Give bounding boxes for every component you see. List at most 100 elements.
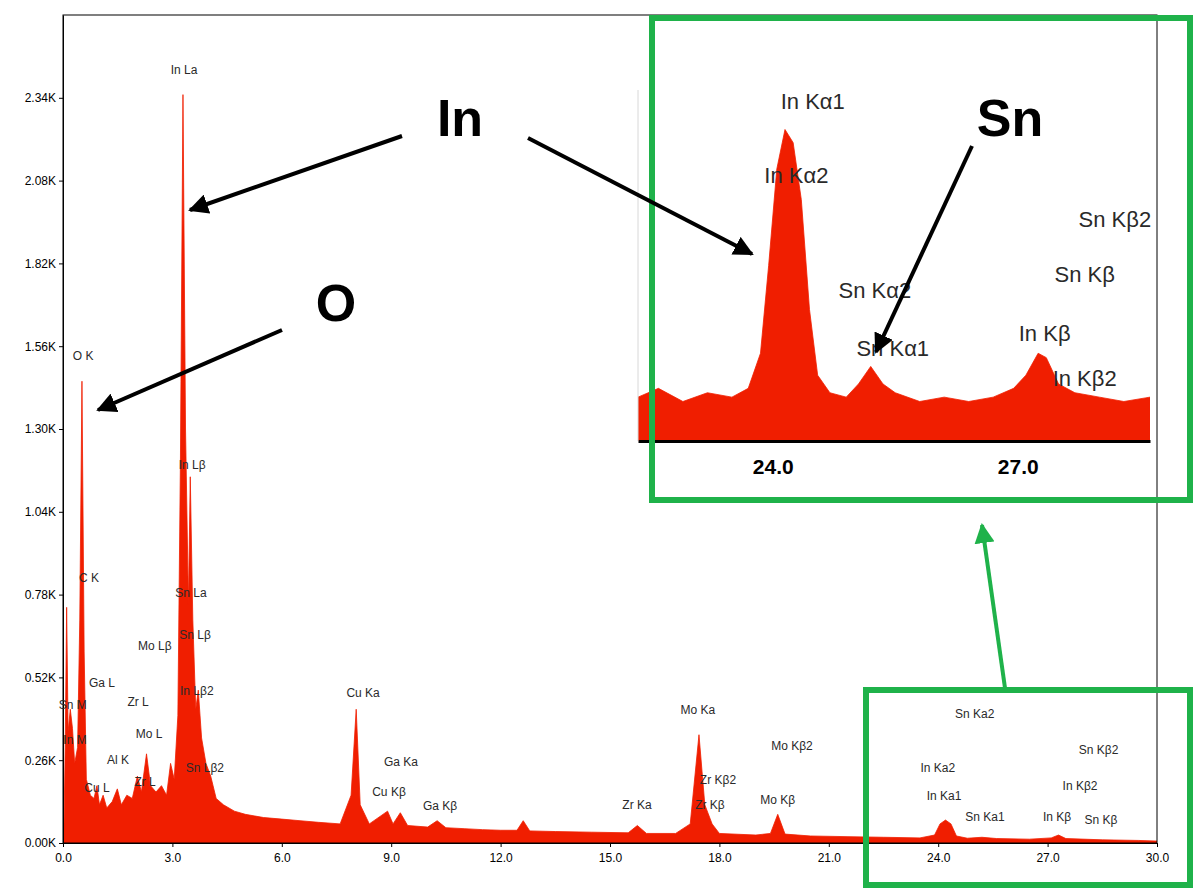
y-tick: 1.04K [25, 505, 63, 519]
y-tick: 1.82K [25, 257, 63, 271]
y-tick-label: 2.08K [25, 174, 56, 188]
x-tick-mark [610, 843, 611, 847]
y-tick-label: 0.26K [25, 754, 56, 768]
y-tick-mark [59, 843, 63, 844]
peak-label: In Kβ2 [1053, 366, 1117, 391]
x-tick: 12.0 [489, 843, 513, 865]
x-tick-mark [282, 843, 283, 847]
x-tick-mark [501, 843, 502, 847]
callout-label: Sn [977, 89, 1043, 147]
annotations: In Kα1In Kα2Sn Kα2Sn Kα1In KβIn Kβ2Sn Kβ… [764, 89, 1151, 391]
peak-label: Cu Ka [346, 686, 380, 700]
peak-label: Ga Kβ [423, 799, 457, 813]
x-tick-label: 30.0 [1146, 851, 1170, 865]
y-tick-mark [59, 429, 63, 430]
y-tick-mark [59, 98, 63, 99]
peak-label: Mo L [136, 727, 163, 741]
series-group [638, 129, 1150, 441]
peak-label: Ga L [89, 676, 115, 690]
peak-label: In Kβ [1043, 810, 1071, 824]
y-tick-mark [59, 181, 63, 182]
callout-arrow [528, 138, 752, 254]
x-tick-mark [1048, 843, 1049, 847]
peak-label: Zr L [127, 695, 149, 709]
y-tick-label: 0.00K [25, 836, 56, 850]
x-tick-label: 21.0 [818, 851, 842, 865]
x-tick: 24.0 [927, 843, 951, 865]
chart-1: 24.027.0In Kα1In Kα2Sn Kα2Sn Kα1In KβIn … [634, 86, 1154, 487]
y-tick-mark [59, 595, 63, 596]
peak-label: Sn Kα1 [856, 336, 929, 361]
y-tick: 0.00K [25, 836, 63, 850]
x-tick-mark [391, 843, 392, 847]
callout-arrow [190, 136, 402, 210]
callout-label: O [316, 274, 356, 332]
inset-background [634, 86, 1154, 487]
zoom-connector [982, 525, 1005, 688]
x-axis: 0.0 3.0 6.0 9.0 12.0 15.0 18.0 21.0 24.0 27.0 30.0 [55, 843, 1169, 865]
highlight-boxes [652, 18, 1190, 885]
peak-label: Ga Ka [384, 755, 418, 769]
peak-label: In Ka1 [927, 789, 962, 803]
x-tick-label: 27.0 [1036, 851, 1060, 865]
y-tick: 0.78K [25, 588, 63, 602]
x-tick-label: 9.0 [383, 851, 400, 865]
x-tick: 18.0 [708, 843, 732, 865]
x-tick-mark [63, 843, 64, 847]
peak-label: Mo Kβ2 [771, 739, 813, 753]
peak-label: In Kβ [1019, 321, 1071, 346]
y-tick-label: 0.78K [25, 588, 56, 602]
x-tick-mark [938, 843, 939, 847]
peak-label: In Kα1 [781, 89, 845, 114]
x-axis: 24.0 27.0 [639, 441, 1151, 478]
y-tick: 2.08K [25, 174, 63, 188]
x-tick-label: 3.0 [165, 851, 182, 865]
x-tick-mark [829, 843, 830, 847]
peak-label: Mo Kβ [760, 793, 795, 807]
x-tick-label: 18.0 [708, 851, 732, 865]
peak-label: Sn Lβ [179, 628, 211, 642]
x-tick-label: 15.0 [599, 851, 623, 865]
callout-arrow [876, 146, 972, 352]
x-tick: 21.0 [818, 843, 842, 865]
peak-label: Zr Ka [622, 798, 652, 812]
y-tick-label: 2.34K [25, 91, 56, 105]
x-tick: 9.0 [383, 843, 400, 865]
plot-frame [63, 15, 1157, 843]
x-tick-mark [1157, 843, 1158, 847]
peak-label: Sn La [175, 586, 207, 600]
x-tick: 27.0 [998, 441, 1039, 478]
x-tick-label: 24.0 [927, 851, 951, 865]
x-tick-label: 12.0 [489, 851, 513, 865]
peak-label: Mo Lβ [138, 639, 172, 653]
peak-label: Sn M [59, 698, 87, 712]
chart-root: 0.0 3.0 6.0 9.0 12.0 15.0 18.0 21.0 24.0 27.0 30.0… [0, 0, 1197, 890]
spectrum [638, 129, 1150, 441]
peak-label: Zr L [134, 775, 156, 789]
peak-label: Sn Lβ2 [186, 761, 225, 775]
peak-label: Cu L [84, 781, 110, 795]
x-tick: 0.0 [55, 843, 72, 865]
peak-label: Cu Kβ [372, 785, 406, 799]
x-tick: 24.0 [753, 441, 794, 478]
peak-label: O K [73, 349, 94, 363]
peak-label: Sn Kβ2 [1079, 207, 1152, 232]
peak-label: In M [63, 733, 86, 747]
y-tick: 0.52K [25, 671, 63, 685]
x-tick-label: 27.0 [998, 455, 1039, 478]
y-tick-mark [59, 512, 63, 513]
x-tick-mark [719, 843, 720, 847]
x-tick: 27.0 [1036, 843, 1060, 865]
x-tick: 3.0 [165, 843, 182, 865]
y-tick: 1.30K [25, 422, 63, 436]
y-tick-label: 1.30K [25, 422, 56, 436]
y-tick-mark [59, 263, 63, 264]
x-tick: 30.0 [1146, 843, 1170, 865]
y-tick-mark [59, 677, 63, 678]
x-tick: 6.0 [274, 843, 291, 865]
y-tick-label: 1.82K [25, 257, 56, 271]
peak-label: C K [79, 571, 99, 585]
inset-box [652, 18, 1190, 500]
x-tick: 15.0 [599, 843, 623, 865]
peak-label: In Lβ [179, 458, 206, 472]
